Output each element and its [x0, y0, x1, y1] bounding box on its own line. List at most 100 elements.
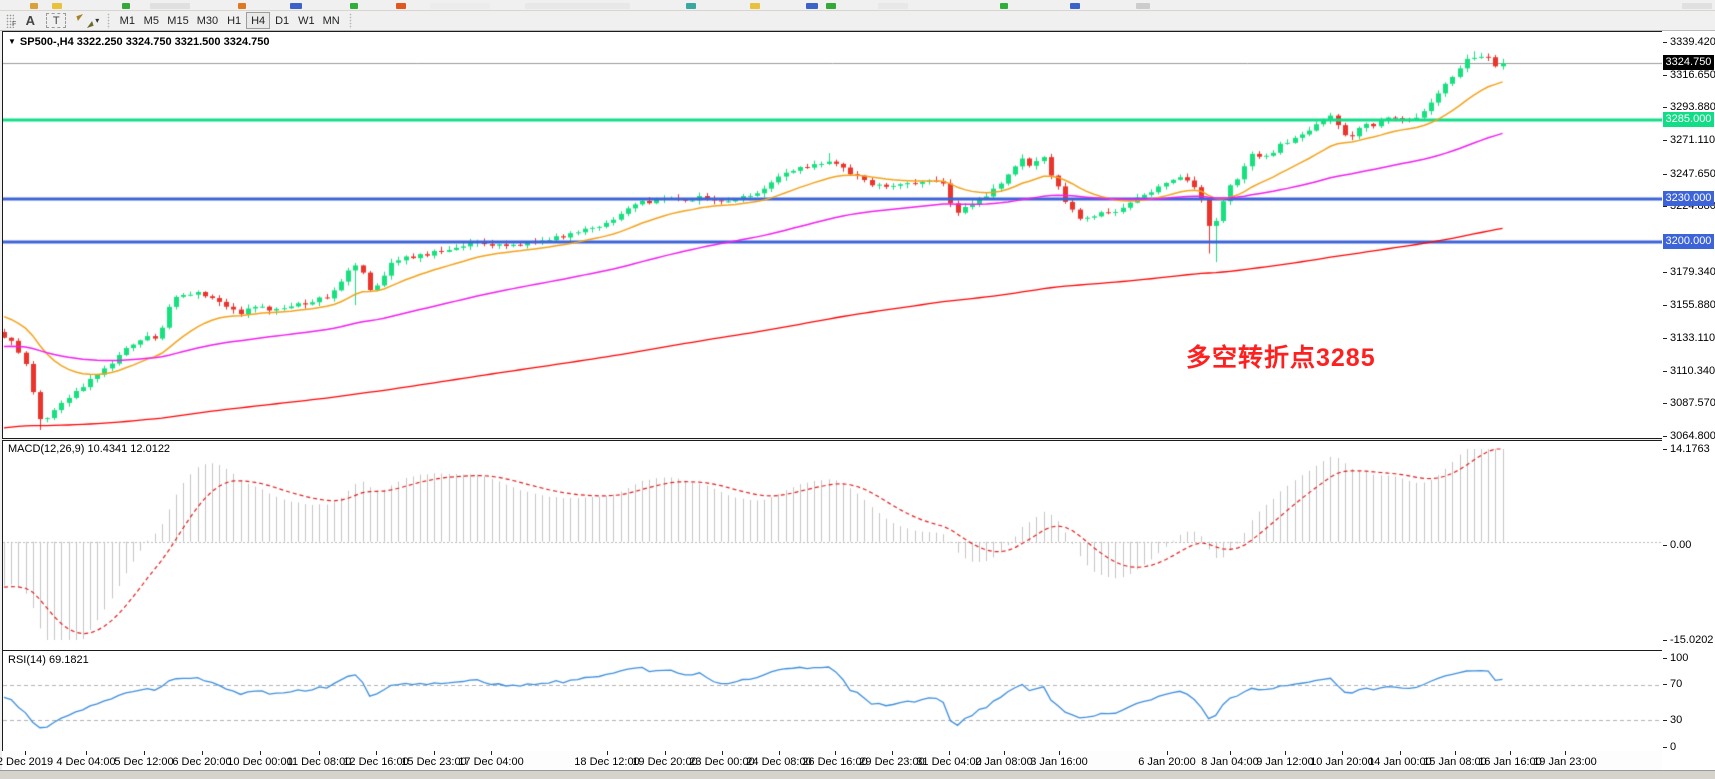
axis-tick [1663, 107, 1667, 108]
time-axis-tick [319, 751, 320, 755]
rsi-axis-label: 30 [1670, 714, 1683, 726]
time-axis-tick [25, 751, 26, 755]
time-axis-tick [202, 751, 203, 755]
time-axis-label: 2 Dec 2019 [0, 756, 54, 768]
arrow-up-glyph [76, 13, 85, 21]
timeframe-button-mn[interactable]: MN [319, 12, 344, 29]
chart-toolbar: F A T ▾ M1 M5 M15 M30 H1 H4 D1 W1 MN [0, 11, 1715, 31]
time-axis-tick [665, 751, 666, 755]
time-axis-label: 17 Dec 04:00 [458, 756, 524, 768]
toolbar-chip [430, 3, 490, 9]
timeframe-button-m1[interactable]: M1 [115, 12, 139, 29]
time-axis-tick [1565, 751, 1566, 755]
price-axis-label: 3110.340 [1670, 365, 1715, 377]
time-axis-tick [491, 751, 492, 755]
time-axis-tick [1285, 751, 1286, 755]
timeframe-button-h4[interactable]: H4 [246, 12, 271, 29]
axis-tick [1663, 206, 1667, 207]
level-price-badge: 3285.000 [1663, 112, 1714, 127]
rsi-indicator-label: RSI(14) 69.1821 [8, 654, 89, 666]
toolbar-chip [30, 3, 38, 9]
timeframe-button-w1[interactable]: W1 [294, 12, 319, 29]
timeframe-button-m5[interactable]: M5 [139, 12, 163, 29]
price-axis-label: 3087.570 [1670, 397, 1715, 409]
time-axis-label: 6 Dec 20:00 [172, 756, 232, 768]
axis-tick [1663, 338, 1667, 339]
toolbar-chip [826, 3, 836, 9]
axis-tick [1663, 436, 1667, 437]
time-axis-label: 2 Jan 08:00 [975, 756, 1033, 768]
toolbar-chip [290, 3, 302, 9]
rsi-axis-label: 70 [1670, 678, 1683, 690]
toolbar-chip [1136, 3, 1150, 9]
rsi-canvas[interactable] [3, 651, 1662, 750]
axis-tick [1663, 75, 1667, 76]
price-axis-label: 3316.650 [1670, 69, 1715, 81]
toolbar-chip [350, 3, 358, 9]
grid-handle-icon[interactable]: F [2, 13, 16, 29]
time-axis-label: 6 Jan 20:00 [1138, 756, 1196, 768]
time-axis-tick [1400, 751, 1401, 755]
toolbar-separator [346, 12, 354, 29]
toolbar-chip [750, 3, 760, 9]
timeframe-button-m15[interactable]: M15 [163, 12, 192, 29]
toolbar-chip [122, 3, 130, 9]
price-axis[interactable] [1662, 31, 1715, 771]
time-axis-label: 10 Jan 20:00 [1310, 756, 1374, 768]
toolbar-chip [52, 3, 62, 9]
price-axis-label: 3155.880 [1670, 299, 1715, 311]
price-axis-label: 3247.650 [1670, 168, 1715, 180]
axis-tick [1663, 174, 1667, 175]
current-price-badge: 3324.750 [1663, 55, 1714, 70]
time-axis-tick [376, 751, 377, 755]
timeframe-button-h1[interactable]: H1 [222, 12, 246, 29]
toolbar-chip [525, 3, 630, 9]
main-chart-canvas[interactable] [3, 32, 1662, 436]
axis-tick [1663, 403, 1667, 404]
time-axis-tick [144, 751, 145, 755]
time-axis-tick [835, 751, 836, 755]
text-label-tool-icon[interactable]: A [25, 13, 35, 28]
time-axis-label: 14 Jan 00:00 [1368, 756, 1432, 768]
price-axis-label: 3271.110 [1670, 134, 1715, 146]
axis-tick [1663, 720, 1667, 721]
time-axis-label: 3 Jan 16:00 [1030, 756, 1088, 768]
time-axis-tick [86, 751, 87, 755]
level-price-badge: 3200.000 [1663, 234, 1714, 249]
clipped-toolbar-row [0, 0, 1715, 11]
timeframe-button-m30[interactable]: M30 [193, 12, 222, 29]
timeframe-button-d1[interactable]: D1 [270, 12, 294, 29]
chart-title: ▼ SP500-,H4 3322.250 3324.750 3321.500 33… [8, 36, 269, 48]
time-axis-tick [722, 751, 723, 755]
macd-axis-label: 14.1763 [1670, 443, 1710, 455]
chinese-annotation-text: 多空转折点3285 [1186, 344, 1376, 372]
collapse-triangle-icon[interactable]: ▼ [8, 37, 16, 46]
time-axis-label: 15 Dec 23:00 [401, 756, 467, 768]
time-axis-tick [1167, 751, 1168, 755]
axis-tick [1663, 684, 1667, 685]
macd-canvas[interactable] [3, 441, 1662, 648]
rsi-axis-label: 0 [1670, 741, 1677, 753]
arrows-tool-icon[interactable] [76, 13, 94, 28]
time-axis-tick [1230, 751, 1231, 755]
toolbar-chip [238, 3, 246, 9]
time-axis[interactable]: 2 Dec 2019 4 Dec 04:00 5 Dec 12:00 6 Dec 20… [0, 751, 1662, 770]
axis-tick [1663, 42, 1667, 43]
symbol-ohlc-text: SP500-,H4 3322.250 3324.750 3321.500 332… [19, 36, 270, 48]
price-axis-label: 3339.420 [1670, 36, 1715, 48]
time-axis-tick [1342, 751, 1343, 755]
time-axis-label: 15 Jan 08:00 [1423, 756, 1487, 768]
arrow-down-glyph [85, 20, 94, 28]
text-box-tool-icon[interactable]: T [46, 13, 67, 28]
dropdown-caret-icon[interactable]: ▾ [95, 16, 100, 25]
axis-tick [1663, 140, 1667, 141]
macd-axis-label: 0.00 [1670, 539, 1692, 551]
toolbar-chip [686, 3, 696, 9]
toolbar-chip [1070, 3, 1080, 9]
time-axis-label: 31 Dec 04:00 [916, 756, 982, 768]
rsi-axis-label: 100 [1670, 652, 1689, 664]
time-axis-label: 5 Dec 12:00 [114, 756, 174, 768]
time-axis-tick [1455, 751, 1456, 755]
toolbar-separator [105, 12, 113, 29]
